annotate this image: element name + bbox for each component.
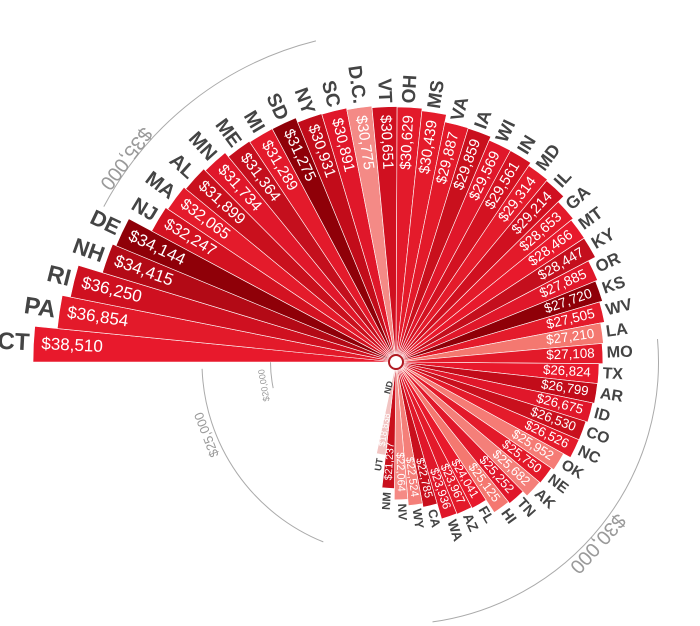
bar-va: [395, 121, 469, 363]
bar-dc: [346, 105, 397, 363]
value-label-ct: $38,510: [41, 334, 103, 356]
bar-ny: [297, 113, 397, 363]
bar-tn: [395, 361, 524, 504]
state-label-in: IN: [513, 132, 539, 158]
bar-nv: [393, 361, 409, 501]
value-label-mo: $27,108: [546, 345, 595, 362]
bar-wv: [395, 301, 605, 363]
state-label-nm: NM: [381, 492, 394, 510]
bar-ne: [395, 361, 552, 484]
state-label-nh: NH: [70, 233, 108, 267]
bar-or: [395, 260, 598, 363]
state-label-ny: NY: [290, 85, 319, 117]
bar-ca: [395, 361, 438, 508]
state-label-vt: VT: [373, 78, 395, 104]
state-label-ct: CT: [0, 328, 30, 357]
state-label-la: LA: [605, 320, 629, 341]
ring-label-30000: $30,000: [565, 509, 630, 577]
bar-ok: [395, 361, 565, 471]
bar-ia: [395, 127, 492, 363]
state-label-ar: AR: [599, 385, 625, 405]
center-hub: [388, 354, 404, 370]
bar-ri: [70, 265, 397, 363]
bar-me: [227, 140, 397, 363]
state-label-sc: SC: [317, 79, 344, 110]
value-label-la: $27,210: [545, 326, 595, 348]
ring-20000: [269, 361, 274, 389]
state-label-fl: FL: [475, 504, 496, 526]
state-label-az: AZ: [460, 511, 481, 534]
bar-in: [395, 150, 532, 363]
bar-wy: [395, 361, 423, 506]
state-label-id: ID: [592, 405, 612, 425]
state-label-oh: OH: [399, 74, 421, 104]
bar-ks: [395, 280, 603, 363]
bar-ga: [395, 201, 574, 363]
ring-label-20000: $20,000: [256, 368, 271, 402]
state-label-wy: WY: [410, 508, 427, 530]
state-label-ri: RI: [45, 260, 74, 291]
bar-ky: [395, 237, 596, 363]
bar-sd: [271, 117, 397, 363]
state-label-ut: UT: [373, 457, 386, 471]
state-label-wv: WV: [604, 295, 634, 319]
state-label-pa: PA: [22, 292, 57, 323]
bar-il: [395, 180, 565, 363]
state-label-wa: WA: [444, 518, 465, 544]
bar-nc: [395, 361, 580, 458]
bar-ut: [376, 361, 397, 456]
state-label-de: DE: [86, 204, 124, 240]
state-label-sd: SD: [261, 90, 292, 124]
state-label-va: VA: [446, 94, 472, 123]
bar-fl: [395, 361, 487, 509]
bar-nh: [102, 243, 397, 363]
chart-segments: [32, 105, 605, 520]
value-label-nm: $21,237: [382, 442, 396, 481]
bar-id: [395, 361, 594, 423]
bar-ma: [167, 186, 397, 363]
bar-mo: [395, 343, 604, 365]
bar-hi: [395, 361, 509, 513]
state-label-ks: KS: [600, 272, 628, 298]
bar-al: [185, 168, 397, 363]
state-label-mi: MI: [239, 107, 269, 137]
value-label-nv: $22,064: [393, 452, 406, 492]
value-label-wy: $22,524: [403, 456, 420, 497]
bar-ak: [395, 361, 541, 497]
bar-mn: [204, 152, 397, 363]
state-label-nv: NV: [395, 503, 410, 520]
value-label-ar: $26,799: [540, 376, 589, 398]
ring-label-25000: $25,000: [191, 410, 222, 459]
ring-35000: [103, 40, 317, 207]
value-label-oh: $30,629: [397, 115, 417, 170]
state-label-wi: WI: [492, 117, 520, 146]
value-label-tx: $26,824: [543, 362, 591, 380]
bar-sc: [321, 107, 397, 363]
bar-nj: [151, 207, 397, 363]
state-label-mo: MO: [606, 343, 633, 362]
state-label-dc: D.C.: [343, 64, 369, 105]
bar-wa: [395, 361, 458, 520]
bar-la: [395, 322, 604, 363]
state-label-tx: TX: [602, 365, 624, 383]
state-label-ca: CA: [425, 508, 443, 529]
ring-30000: [432, 339, 659, 623]
bar-az: [395, 361, 473, 515]
bar-md: [395, 165, 548, 363]
bar-de: [115, 218, 397, 363]
state-label-hi: HI: [497, 506, 519, 527]
state-label-nd: ND: [382, 379, 395, 395]
state-label-ia: IA: [469, 107, 495, 131]
ring-25000: [201, 368, 324, 543]
value-label-vt: $30,651: [377, 114, 396, 169]
state-label-ms: MS: [424, 79, 449, 110]
